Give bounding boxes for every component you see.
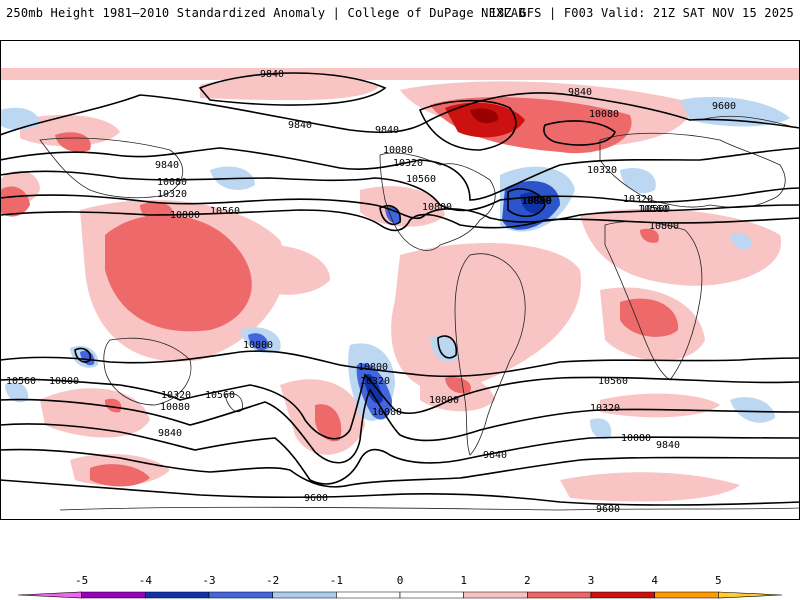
colorbar-tick-label: -5 [75,574,88,587]
contour-label: 9600 [712,101,736,112]
colorbar-tick-label: -2 [266,574,279,587]
positive-anomaly-medium [0,97,679,487]
contour-label: 9840 [483,450,507,461]
colorbar-segment [718,591,783,599]
contour-label: 10320 [393,158,423,169]
contour-label: 10800 [422,202,452,213]
colorbar-tick-label: 0 [397,574,404,587]
contour-label: 10560 [6,376,36,387]
colorbar-segment [590,591,655,599]
contour-labels: 9840 9840 9840 9840 9600 10080 10320 105… [6,69,736,515]
colorbar-segment [272,591,337,599]
contour-label: 9840 [656,440,680,451]
colorbar-tick-label: 5 [715,574,722,587]
colorbar-segment [463,591,528,599]
contour-label: 10800 [522,196,552,207]
colorbar-segment [17,591,82,599]
contour-label: 10800 [649,221,679,232]
contour-label: 10560 [640,204,670,215]
colorbar-tick-label: 4 [651,574,658,587]
contour-label: 10320 [157,189,187,200]
contour-label: 9840 [158,428,182,439]
colorbar-segments [17,591,783,599]
contour-label: 10800 [358,362,388,373]
contour-label: 9600 [304,493,328,504]
contour-label: 9840 [260,69,284,80]
contour-label: 10560 [598,376,628,387]
colorbar-tick-label: 3 [588,574,595,587]
colorbar-segment [399,591,464,599]
colorbar-tick-label: -4 [139,574,153,587]
negative-anomaly-strong [80,181,560,420]
contour-label: 10800 [49,376,79,387]
model-valid-time: 18Z GFS | F003 Valid: 21Z SAT NOV 15 202… [489,6,794,20]
colorbar-tick-label: 2 [524,574,531,587]
colorbar-segment [81,591,146,599]
contour-label: 9840 [155,160,179,171]
contour-label: 10080 [383,145,413,156]
colorbar-tick-label: 1 [460,574,467,587]
contour-label: 10320 [587,165,617,176]
colorbar-segment [208,591,273,599]
contour-label: 9840 [288,120,312,131]
contour-label: 10080 [160,402,190,413]
colorbar: -5 -4 -3 -2 -1 0 1 2 3 4 5 [17,574,783,599]
contour-label: 10320 [623,194,653,205]
contour-label: 10320 [161,390,191,401]
coastlines [39,115,800,511]
contour-label: 10080 [372,407,402,418]
contour-label: 10080 [589,109,619,120]
anomaly-map: 9840 9840 9840 9840 9600 10080 10320 105… [0,40,800,520]
map-title: 250mb Height 1981–2010 Standardized Anom… [6,6,526,20]
contour-label: 10800 [243,340,273,351]
contour-label: 9600 [596,504,620,515]
colorbar-segment [527,591,592,599]
contour-label: 9840 [568,87,592,98]
positive-anomaly-strong [445,102,525,138]
contour-label: 10320 [360,376,390,387]
contour-label: 10560 [638,204,668,215]
colorbar-segment [336,591,401,599]
contour-label: 10560 [210,206,240,217]
colorbar-segment [145,591,210,599]
contour-label: 10800 [429,395,459,406]
contour-label: 10080 [521,196,551,207]
colorbar-segment [654,591,719,599]
contour-label: 10320 [590,403,620,414]
contour-label: 10560 [406,174,436,185]
height-contours [0,72,800,506]
contour-label: 9840 [375,125,399,136]
contour-label: 10560 [205,390,235,401]
colorbar-tick-label: -3 [202,574,215,587]
contour-label: 10080 [621,433,651,444]
contour-label: 10080 [157,177,187,188]
colorbar-tick-label: -1 [330,574,343,587]
colorbar-ticks: -5 -4 -3 -2 -1 0 1 2 3 4 5 [75,574,722,587]
contour-label: 10800 [170,210,200,221]
